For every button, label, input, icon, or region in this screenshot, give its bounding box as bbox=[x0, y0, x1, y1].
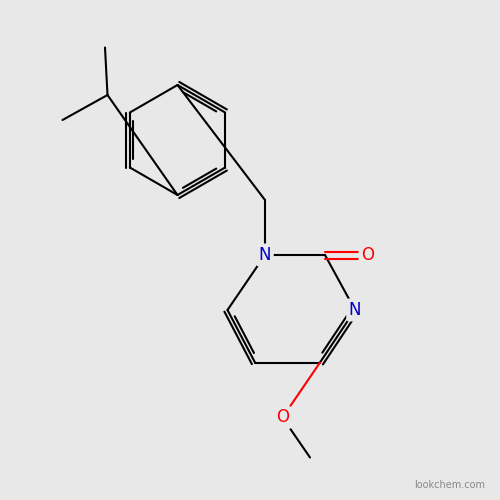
Text: N: N bbox=[259, 246, 271, 264]
Text: O: O bbox=[361, 246, 374, 264]
Text: O: O bbox=[276, 408, 289, 426]
Text: lookchem.com: lookchem.com bbox=[414, 480, 485, 490]
Text: N: N bbox=[349, 301, 361, 319]
